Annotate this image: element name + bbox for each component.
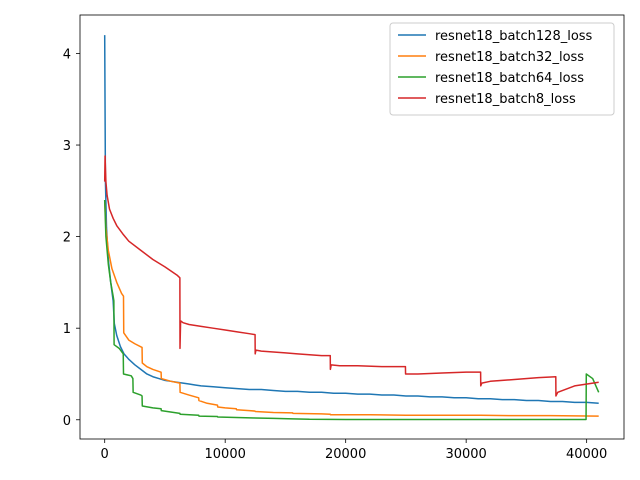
series-line-resnet18-batch32-loss [103,199,599,417]
legend-label: resnet18_batch128_loss [435,29,593,44]
y-tick-label: 2 [63,231,71,246]
series-layer [103,35,600,421]
legend-label: resnet18_batch8_loss [435,92,576,107]
x-tick-label: 20000 [325,447,366,462]
x-tick-label: 40000 [566,447,607,462]
series-line-resnet18-batch128-loss [103,35,599,405]
x-axis: 0 10000 20000 30000 40000 [101,439,607,462]
y-tick-label: 1 [63,322,71,337]
y-tick-label: 4 [63,47,71,62]
legend-box [389,22,615,116]
x-tick-label: 30000 [445,447,486,462]
y-tick-label: 0 [63,414,71,429]
y-tick-label: 3 [63,139,71,154]
legend-label: resnet18_batch64_loss [435,71,584,86]
x-tick-label: 0 [101,447,109,462]
series-line-resnet18-batch8-loss [103,155,599,397]
legend-label: resnet18_batch32_loss [435,50,584,65]
series-line-resnet18-batch64-loss [103,199,600,421]
y-axis: 0 1 2 3 4 [63,47,80,429]
x-tick-label: 10000 [205,447,246,462]
legend: resnet18_batch128_loss resnet18_batch32_l… [389,22,615,116]
